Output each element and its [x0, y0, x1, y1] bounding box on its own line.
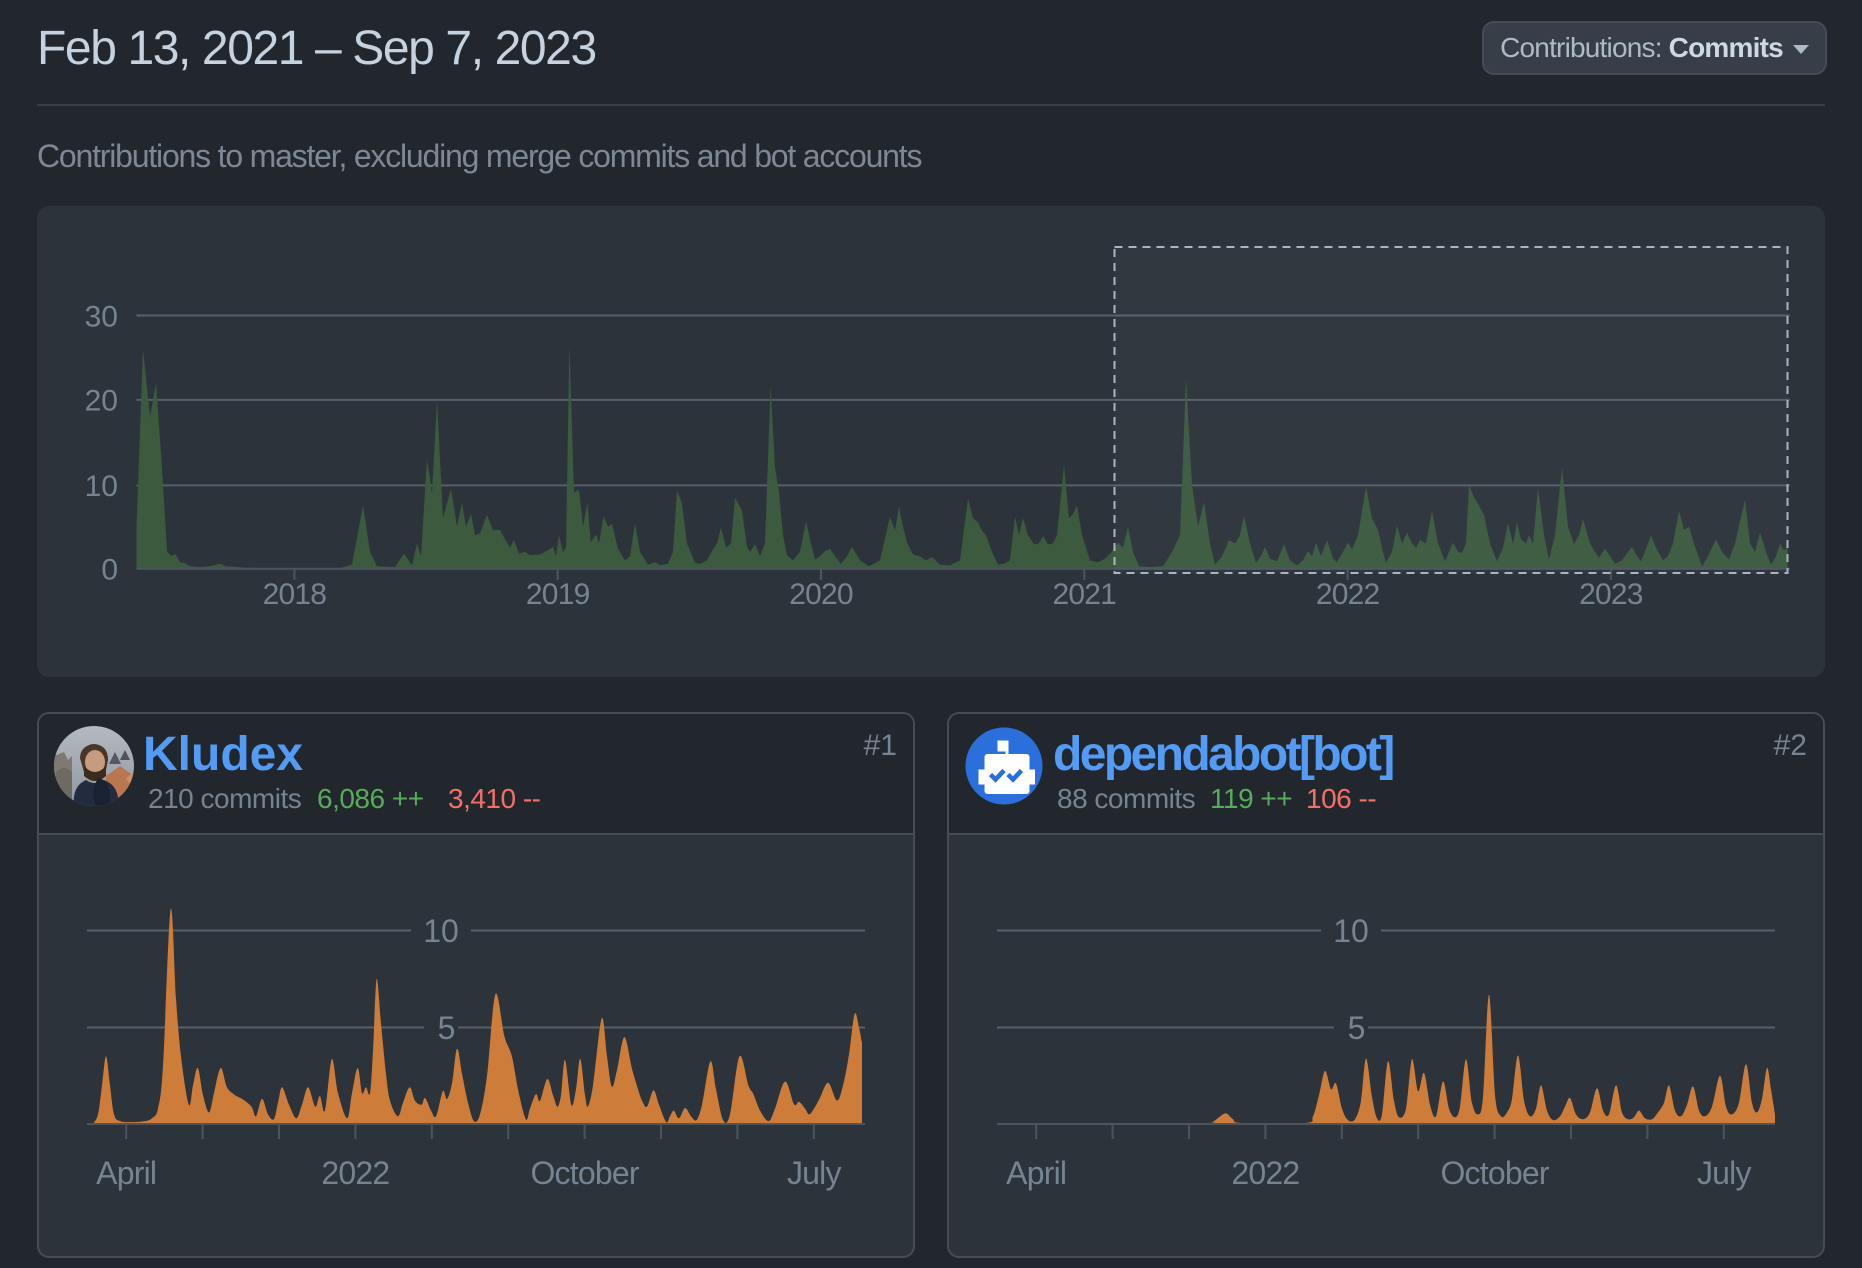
svg-text:October: October	[530, 1155, 639, 1191]
svg-text:2022: 2022	[1231, 1155, 1299, 1191]
svg-text:2019: 2019	[526, 578, 590, 611]
svg-text:2022: 2022	[1316, 578, 1380, 611]
svg-text:April: April	[96, 1155, 156, 1191]
svg-text:July: July	[787, 1155, 842, 1191]
svg-text:10: 10	[85, 470, 118, 503]
svg-text:April: April	[1006, 1155, 1066, 1191]
svg-text:2023: 2023	[1579, 578, 1643, 611]
svg-text:5: 5	[1348, 1010, 1366, 1046]
svg-text:30: 30	[85, 300, 118, 333]
svg-text:2018: 2018	[263, 578, 327, 611]
svg-text:0: 0	[101, 554, 118, 587]
svg-text:10: 10	[423, 913, 459, 949]
svg-text:20: 20	[85, 385, 118, 418]
svg-text:October: October	[1440, 1155, 1549, 1191]
svg-text:July: July	[1697, 1155, 1752, 1191]
svg-text:2022: 2022	[321, 1155, 389, 1191]
svg-text:2021: 2021	[1053, 578, 1117, 611]
svg-text:10: 10	[1333, 913, 1369, 949]
svg-text:2020: 2020	[789, 578, 853, 611]
svg-text:5: 5	[438, 1010, 456, 1046]
